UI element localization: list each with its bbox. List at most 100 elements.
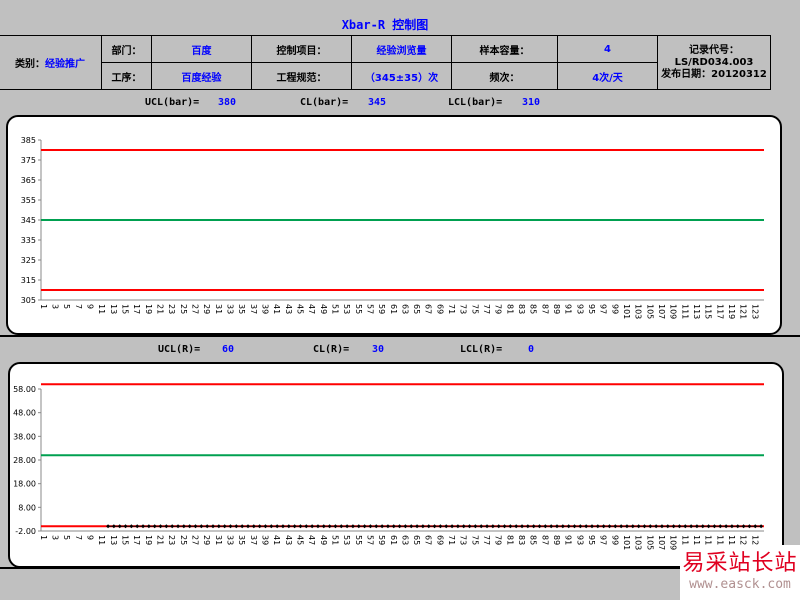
data-point <box>619 524 624 529</box>
x-tick-label: 59 <box>377 535 386 545</box>
x-tick-label: 85 <box>529 304 538 314</box>
process-label: 工序： <box>101 62 152 90</box>
data-point <box>741 524 746 529</box>
control-item-value: 经验浏览量 <box>351 35 452 63</box>
data-point <box>216 524 221 529</box>
x-tick-label: 113 <box>692 535 701 550</box>
y-tick-label: 345 <box>21 216 36 225</box>
data-point <box>181 524 186 529</box>
x-tick-label: 117 <box>715 535 724 550</box>
data-point <box>572 524 577 529</box>
data-point <box>385 524 390 529</box>
x-tick-label: 99 <box>610 304 619 314</box>
data-point <box>677 524 682 529</box>
data-point <box>234 524 239 529</box>
x-tick-label: 63 <box>400 535 409 545</box>
x-tick-label: 73 <box>459 535 468 545</box>
data-point <box>450 524 455 529</box>
x-tick-label: 93 <box>575 304 584 314</box>
x-tick-label: 101 <box>622 304 631 319</box>
data-point <box>549 524 554 529</box>
data-point <box>584 524 589 529</box>
data-point <box>187 524 192 529</box>
data-point <box>111 524 116 529</box>
x-tick-label: 105 <box>645 535 654 550</box>
x-tick-label: 105 <box>645 304 654 319</box>
data-point <box>170 524 175 529</box>
data-point <box>555 524 560 529</box>
x-tick-label: 67 <box>424 535 433 545</box>
data-point <box>368 524 373 529</box>
x-tick-label: 41 <box>272 535 281 545</box>
y-tick-label: -2.00 <box>15 527 36 536</box>
data-point <box>624 524 629 529</box>
x-tick-label: 101 <box>622 535 631 550</box>
data-point <box>129 524 134 529</box>
x-tick-label: 67 <box>424 304 433 314</box>
x-tick-label: 65 <box>412 535 421 545</box>
x-tick-label: 53 <box>342 535 351 545</box>
data-point <box>327 524 332 529</box>
x-tick-label: 69 <box>435 304 444 314</box>
x-tick-label: 45 <box>295 304 304 314</box>
data-point <box>694 524 699 529</box>
data-point <box>123 524 128 529</box>
data-point <box>304 524 309 529</box>
data-point <box>601 524 606 529</box>
x-tick-label: 43 <box>284 304 293 314</box>
x-tick-label: 3 <box>51 304 60 309</box>
x-tick-label: 99 <box>610 535 619 545</box>
y-tick-label: 365 <box>21 176 36 185</box>
x-tick-label: 49 <box>319 535 328 545</box>
data-point <box>222 524 227 529</box>
x-tick-label: 47 <box>307 304 316 314</box>
data-point <box>397 524 402 529</box>
x-tick-label: 69 <box>435 535 444 545</box>
y-tick-label: 385 <box>21 136 36 145</box>
x-tick-label: 43 <box>284 535 293 545</box>
data-point <box>700 524 705 529</box>
x-tick-label: 85 <box>529 535 538 545</box>
data-point <box>724 524 729 529</box>
x-tick-label: 77 <box>482 304 491 314</box>
x-tick-label: 23 <box>167 304 176 314</box>
x-tick-label: 91 <box>564 304 573 314</box>
data-point <box>345 524 350 529</box>
x-tick-label: 111 <box>680 304 689 319</box>
x-tick-label: 93 <box>575 535 584 545</box>
data-point <box>496 524 501 529</box>
r-ucl-value: 60 <box>222 344 235 355</box>
x-tick-label: 89 <box>552 535 561 545</box>
x-tick-label: 47 <box>307 535 316 545</box>
x-tick-label: 95 <box>587 535 596 545</box>
data-point <box>391 524 396 529</box>
x-tick-label: 61 <box>389 535 398 545</box>
r-lcl-label: LCL(R)= <box>460 344 503 355</box>
record-cell: 记录代号： LS/RD034.003 发布日期：20120312 <box>657 35 771 90</box>
data-point <box>520 524 525 529</box>
data-point <box>193 524 198 529</box>
x-tick-label: 1 <box>39 304 48 309</box>
data-point <box>671 524 676 529</box>
x-tick-label: 23 <box>167 535 176 545</box>
data-point <box>566 524 571 529</box>
data-point <box>251 524 256 529</box>
data-point <box>339 524 344 529</box>
x-tick-label: 81 <box>505 535 514 545</box>
data-point <box>415 524 420 529</box>
x-tick-label: 39 <box>260 304 269 314</box>
x-tick-label: 55 <box>354 535 363 545</box>
data-point <box>560 524 565 529</box>
chart-title: Xbar-R 控制图 <box>341 18 429 32</box>
data-point <box>286 524 291 529</box>
data-point <box>426 524 431 529</box>
data-point <box>759 524 764 529</box>
process-value: 百度经验 <box>151 62 252 90</box>
xbar-ucl-value: 380 <box>218 97 237 108</box>
data-point <box>240 524 245 529</box>
x-tick-label: 1 <box>39 535 48 540</box>
x-tick-label: 91 <box>564 535 573 545</box>
category-value: 经验推广 <box>45 59 85 70</box>
data-point <box>164 524 169 529</box>
x-tick-label: 19 <box>144 304 153 314</box>
